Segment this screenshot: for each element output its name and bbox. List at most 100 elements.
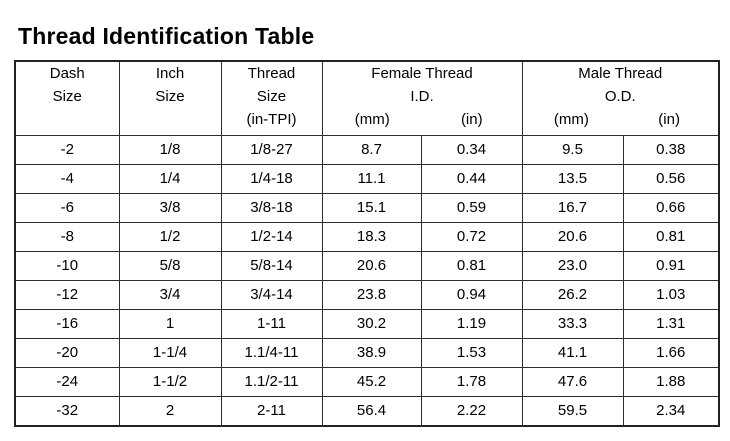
table-cell: 20.6 xyxy=(521,221,624,252)
header-units-row: (mm) (in) xyxy=(323,108,521,131)
table-cell: 56.4 xyxy=(321,395,422,426)
table-cell: -16 xyxy=(14,308,120,339)
header-line: Female Thread xyxy=(371,65,473,82)
table-cell: 33.3 xyxy=(521,308,624,339)
table-cell: 20.6 xyxy=(321,250,422,281)
table-cell: 1.66 xyxy=(622,337,720,368)
table-header: Dash Size Inch Size Thread Size (in-TPI)… xyxy=(14,60,720,136)
table-row: -20 1-1/4 1.1/4-11 38.9 1.53 41.1 1.66 xyxy=(14,337,720,368)
thread-identification-table: Dash Size Inch Size Thread Size (in-TPI)… xyxy=(14,60,721,427)
col-header-inch-size: Inch Size xyxy=(118,60,222,136)
table-row: -32 2 2-11 56.4 2.22 59.5 2.34 xyxy=(14,395,720,426)
table-cell: 1-1/4 xyxy=(118,337,222,368)
header-line: Size xyxy=(52,88,82,105)
table-cell: 2 xyxy=(118,395,222,426)
table-cell: 1.31 xyxy=(622,308,720,339)
table-cell: 1-11 xyxy=(220,308,323,339)
table-cell: 1.78 xyxy=(420,366,523,397)
table-row: -24 1-1/2 1.1/2-11 45.2 1.78 47.6 1.88 xyxy=(14,366,720,397)
table-cell: -10 xyxy=(14,250,120,281)
header-line: (in-TPI) xyxy=(246,111,297,128)
table-cell: 1/8-27 xyxy=(220,134,323,165)
table-cell: -20 xyxy=(14,337,120,368)
unit-label-in: (in) xyxy=(658,111,680,128)
table-cell: 2.34 xyxy=(622,395,720,426)
table-cell: 2-11 xyxy=(220,395,323,426)
table-cell: 9.5 xyxy=(521,134,624,165)
table-cell: 0.66 xyxy=(622,192,720,223)
table-cell: 23.0 xyxy=(521,250,624,281)
col-header-dash-size: Dash Size xyxy=(14,60,120,136)
col-group-female-thread-id: Female Thread I.D. (mm) (in) xyxy=(321,60,523,136)
table-cell: 18.3 xyxy=(321,221,422,252)
header-line: I.D. xyxy=(410,88,434,105)
table-cell: 1.1/4-11 xyxy=(220,337,323,368)
table-row: -12 3/4 3/4-14 23.8 0.94 26.2 1.03 xyxy=(14,279,720,310)
table-cell: 13.5 xyxy=(521,163,624,194)
table-cell: 5/8-14 xyxy=(220,250,323,281)
table-body: -2 1/8 1/8-27 8.7 0.34 9.5 0.38 -4 1/4 1/4-18 11.1… xyxy=(14,134,720,426)
col-header-thread-size: Thread Size (in-TPI) xyxy=(220,60,323,136)
table-cell: 1-1/2 xyxy=(118,366,222,397)
table-cell: 1 xyxy=(118,308,222,339)
table-cell: -24 xyxy=(14,366,120,397)
table-cell: 3/4-14 xyxy=(220,279,323,310)
table-cell: -6 xyxy=(14,192,120,223)
table-cell: 1.88 xyxy=(622,366,720,397)
header-line: Size xyxy=(155,88,185,105)
table-cell: 0.94 xyxy=(420,279,523,310)
table-cell: 11.1 xyxy=(321,163,422,194)
table-cell: 1.1/2-11 xyxy=(220,366,323,397)
table-cell: 0.81 xyxy=(622,221,720,252)
table-cell: 41.1 xyxy=(521,337,624,368)
table-cell: 2.22 xyxy=(420,395,523,426)
table-cell: 0.91 xyxy=(622,250,720,281)
header-line: Male Thread xyxy=(578,65,663,82)
table-cell: 1.53 xyxy=(420,337,523,368)
page-title: Thread Identification Table xyxy=(18,23,315,50)
table-cell: 0.38 xyxy=(622,134,720,165)
header-line: Dash xyxy=(49,65,85,82)
thread-table-container: Dash Size Inch Size Thread Size (in-TPI)… xyxy=(14,60,721,427)
table-cell: 0.56 xyxy=(622,163,720,194)
table-cell: 0.44 xyxy=(420,163,523,194)
table-cell: 15.1 xyxy=(321,192,422,223)
table-cell: -32 xyxy=(14,395,120,426)
table-cell: 23.8 xyxy=(321,279,422,310)
table-cell: 38.9 xyxy=(321,337,422,368)
table-cell: 30.2 xyxy=(321,308,422,339)
table-cell: 1/2 xyxy=(118,221,222,252)
table-row: -6 3/8 3/8-18 15.1 0.59 16.7 0.66 xyxy=(14,192,720,223)
table-cell: 45.2 xyxy=(321,366,422,397)
table-row: -10 5/8 5/8-14 20.6 0.81 23.0 0.91 xyxy=(14,250,720,281)
table-cell: 0.59 xyxy=(420,192,523,223)
table-header-row: Dash Size Inch Size Thread Size (in-TPI)… xyxy=(14,60,720,136)
unit-label-in: (in) xyxy=(460,111,483,128)
header-units-row: (mm) (in) xyxy=(523,108,718,131)
col-group-male-thread-od: Male Thread O.D. (mm) (in) xyxy=(521,60,720,136)
header-line: Thread xyxy=(247,65,296,82)
header-line: Inch xyxy=(155,65,185,82)
table-cell: 3/4 xyxy=(118,279,222,310)
table-cell: -8 xyxy=(14,221,120,252)
table-cell: 5/8 xyxy=(118,250,222,281)
table-cell: 0.72 xyxy=(420,221,523,252)
table-cell: 1/4-18 xyxy=(220,163,323,194)
table-cell: 16.7 xyxy=(521,192,624,223)
table-cell: 1.03 xyxy=(622,279,720,310)
table-cell: -2 xyxy=(14,134,120,165)
header-line: Size xyxy=(256,88,287,105)
table-cell: 3/8-18 xyxy=(220,192,323,223)
table-cell: -4 xyxy=(14,163,120,194)
header-line: O.D. xyxy=(604,88,636,105)
table-cell: -12 xyxy=(14,279,120,310)
table-cell: 1/2-14 xyxy=(220,221,323,252)
table-cell: 1/8 xyxy=(118,134,222,165)
table-cell: 47.6 xyxy=(521,366,624,397)
table-cell: 1.19 xyxy=(420,308,523,339)
table-row: -2 1/8 1/8-27 8.7 0.34 9.5 0.38 xyxy=(14,134,720,165)
table-row: -8 1/2 1/2-14 18.3 0.72 20.6 0.81 xyxy=(14,221,720,252)
table-cell: 1/4 xyxy=(118,163,222,194)
unit-label-mm: (mm) xyxy=(553,111,589,128)
